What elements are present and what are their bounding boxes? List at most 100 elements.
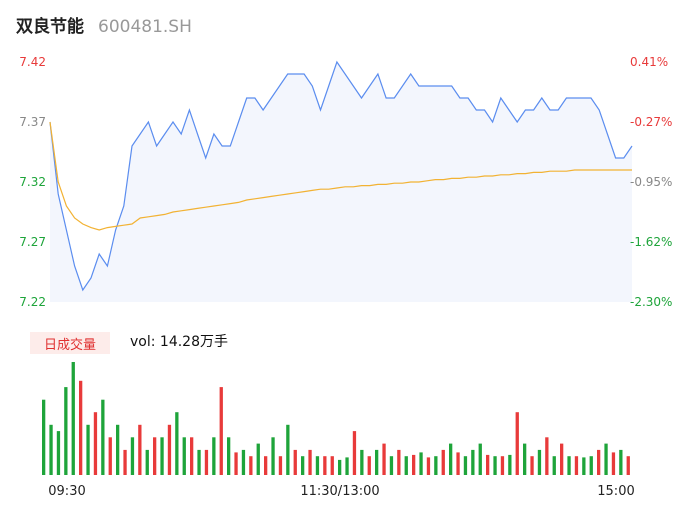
volume-bar — [330, 456, 334, 475]
volume-bar — [352, 431, 357, 475]
volume-bar — [197, 449, 201, 475]
y-right-tick-label: -0.27% — [630, 115, 672, 129]
volume-bar — [567, 456, 571, 475]
volume-bar — [493, 456, 497, 475]
volume-bar — [264, 456, 268, 475]
volume-bar — [530, 456, 534, 475]
volume-bar — [338, 459, 342, 475]
y-left-tick-label: 7.37 — [19, 115, 46, 129]
volume-bar — [434, 456, 438, 475]
volume-bar — [619, 449, 623, 475]
volume-bar — [79, 380, 83, 475]
volume-bar — [56, 431, 61, 475]
volume-bar — [515, 412, 519, 475]
y-right-tick-label: -2.30% — [630, 295, 672, 309]
volume-bar — [552, 456, 556, 475]
volume-bar — [463, 456, 468, 475]
volume-bar — [412, 454, 416, 475]
y-right-tick-label: -1.62% — [630, 235, 672, 249]
volume-bar — [471, 449, 475, 475]
volume-bar — [582, 457, 586, 475]
volume-bar — [486, 454, 490, 475]
volume-value: vol: 14.28万手 — [130, 334, 228, 350]
average-line — [49, 121, 632, 231]
volume-bar — [508, 454, 512, 475]
volume-bar — [256, 443, 260, 475]
volume-bar — [160, 437, 164, 475]
volume-bar — [42, 399, 46, 475]
volume-bar — [345, 457, 349, 475]
volume-bar — [130, 437, 135, 475]
x-tick-label: 15:00 — [597, 484, 634, 499]
volume-bar — [478, 443, 482, 475]
volume-bar — [375, 449, 379, 475]
volume-bar — [360, 449, 364, 475]
volume-bar — [589, 456, 593, 475]
x-tick-label: 11:30/13:00 — [300, 484, 379, 499]
volume-bar — [64, 387, 68, 475]
volume-bar — [449, 443, 453, 475]
volume-bar — [227, 437, 231, 475]
y-left-tick-label: 7.27 — [19, 235, 46, 249]
volume-bar — [278, 456, 283, 475]
volume-bar — [611, 452, 616, 475]
price-area — [50, 62, 632, 302]
volume-bar — [153, 437, 157, 475]
volume-bar — [86, 424, 90, 475]
volume-bar — [101, 399, 105, 475]
y-right-tick-label: -0.95% — [630, 175, 672, 189]
volume-bar — [241, 449, 246, 475]
chart-header: 双良节能 600481.SH — [16, 12, 192, 40]
volume-bar — [441, 449, 445, 475]
volume-bar — [116, 424, 120, 475]
volume-bar — [604, 443, 608, 475]
volume-bar — [560, 443, 564, 475]
price-line — [49, 60, 633, 292]
volume-tag: 日成交量 — [30, 332, 110, 354]
y-left-tick-label: 7.42 — [19, 55, 46, 69]
y-left-tick-label: 7.22 — [19, 295, 46, 309]
x-tick-label: 09:30 — [48, 484, 85, 499]
stock-name: 双良节能 — [16, 17, 84, 37]
volume-bar — [212, 437, 216, 475]
volume-bar — [182, 437, 186, 475]
volume-bar — [315, 456, 320, 475]
y-right-tick-label: 0.41% — [630, 55, 668, 69]
volume-bar — [271, 437, 275, 475]
volume-bar — [123, 449, 127, 475]
volume-bar — [523, 443, 527, 475]
volume-bar — [537, 449, 542, 475]
volume-bar — [389, 456, 394, 475]
volume-bar — [308, 449, 312, 475]
volume-bar — [175, 412, 179, 475]
volume-bar — [138, 424, 142, 475]
volume-bar — [108, 437, 112, 475]
volume-bar — [545, 437, 549, 475]
volume-bar — [397, 449, 401, 475]
stock-code: 600481.SH — [98, 17, 192, 37]
volume-bar — [500, 456, 505, 475]
volume-bar — [574, 456, 579, 475]
volume-bar — [145, 449, 149, 475]
volume-bar — [293, 449, 297, 475]
volume-bar — [426, 457, 431, 475]
volume-bar — [382, 443, 386, 475]
volume-bar — [323, 456, 327, 475]
volume-bar — [49, 424, 53, 475]
volume-bar — [167, 424, 172, 475]
volume-bar — [249, 456, 253, 475]
volume-bar — [93, 412, 98, 475]
volume-bar — [234, 452, 238, 475]
volume-bar — [204, 449, 209, 475]
volume-bar — [419, 452, 423, 475]
volume-bar — [456, 452, 460, 475]
volume-bar — [219, 387, 223, 475]
volume-bar — [367, 456, 371, 475]
volume-bar — [71, 362, 75, 475]
volume-bar — [190, 437, 194, 475]
volume-bar — [626, 456, 630, 475]
y-left-tick-label: 7.32 — [19, 175, 46, 189]
volume-bar — [286, 424, 290, 475]
volume-bar — [301, 456, 305, 475]
